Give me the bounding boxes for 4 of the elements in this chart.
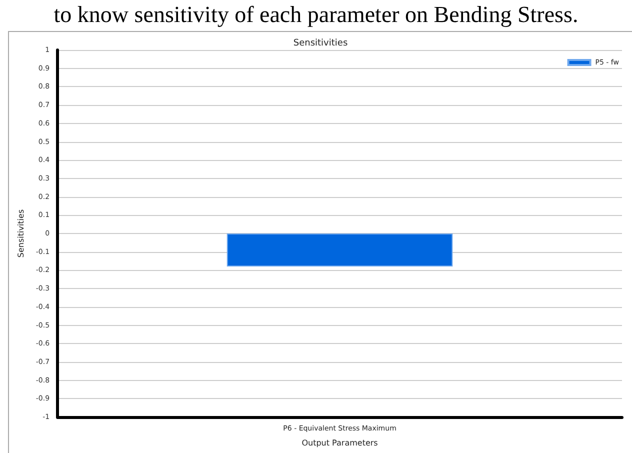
chart-title: Sensitivities <box>293 38 348 48</box>
x-axis-title: Output Parameters <box>302 438 378 448</box>
y-axis-title: Sensitivities <box>16 209 26 258</box>
text: to know sensitivity of each parameter on Bending Stress. <box>52 1 580 29</box>
